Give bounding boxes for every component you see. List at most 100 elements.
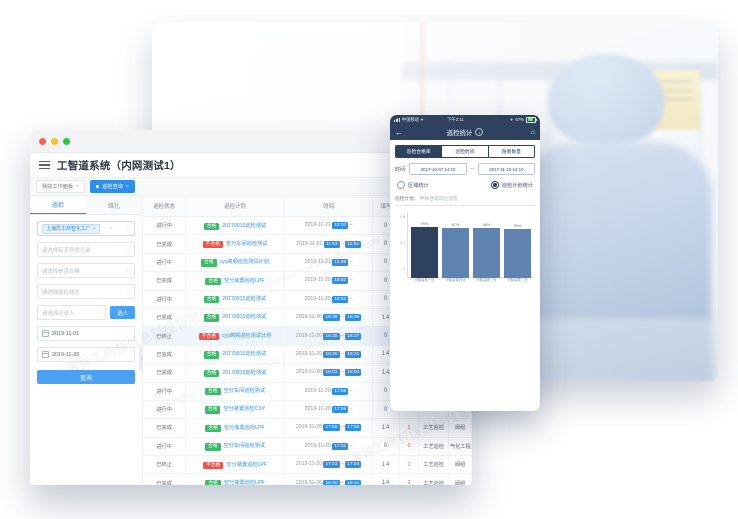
tab-bar: 我的工作面板 × 巡检查询 × xyxy=(30,178,472,196)
time-start-badge: 18:02 xyxy=(323,369,340,377)
end-datetime-input[interactable]: 2017-11-10 14:10 xyxy=(477,163,536,175)
radio-plan-stat[interactable]: 巡检计划统计 xyxy=(490,181,533,189)
segment-pass-rate[interactable]: 巡检合格率 xyxy=(396,146,443,157)
org-tag[interactable]: 上海异工商智化工厂 × xyxy=(42,223,100,234)
plan-select-row[interactable]: 巡检计划: 甲醇合成岗位巡检 xyxy=(395,195,535,206)
recorder-input[interactable]: 请选择记录人 xyxy=(37,305,107,320)
choose-person-button[interactable]: 选人 xyxy=(110,306,135,319)
hamburger-icon[interactable] xyxy=(39,160,50,170)
close-icon[interactable]: × xyxy=(93,226,96,231)
tab-inspection-query[interactable]: 巡检查询 × xyxy=(90,180,135,193)
inspection-status-select[interactable]: 请选择巡检状态 ⌄ xyxy=(37,284,135,299)
phone-navbar: ← 巡检统计 i ⌂ xyxy=(390,124,540,140)
cell-area: 阀组 xyxy=(454,480,466,485)
start-datetime-input[interactable]: 2017-10-07 14:10 xyxy=(409,163,467,175)
carrier-label: 中国移动 xyxy=(401,116,419,122)
x-tick-label: 甲醇装置一班 xyxy=(414,278,435,282)
time-start-badge: 17:55 xyxy=(323,424,340,432)
chevron-down-icon[interactable]: ⌄ xyxy=(125,267,130,274)
cell-date: 2019-11-20 xyxy=(295,332,323,339)
sidebar-tab-inspection[interactable]: 巡检 xyxy=(30,196,86,214)
table-row[interactable]: 进行中 合格 20170915巡检测试 2019-11-21 12:03 –0 xyxy=(143,216,472,236)
abnormal-record-select[interactable]: 请选择有无异常记录 ⌄ xyxy=(37,242,135,257)
bar xyxy=(441,227,470,278)
cell-plan[interactable]: 20170915巡检测试 xyxy=(222,351,267,358)
clear-icon[interactable]: × xyxy=(109,225,113,232)
sidebar-tab-maintenance[interactable]: 维扎 xyxy=(86,196,142,214)
org-select[interactable]: 上海异工商智化工厂 × × ⌄ xyxy=(37,221,135,236)
cell-date: 2019-11-20 xyxy=(304,442,331,449)
radio-area-stat[interactable]: 区域统计 xyxy=(397,181,429,189)
cell-date: 2019-11-20 xyxy=(295,479,323,485)
table-row[interactable]: 已完成 合格 空分装置巡检LPF 2019-11-20 16:40 – 16:41 14… xyxy=(143,473,472,485)
close-icon[interactable]: × xyxy=(125,183,129,190)
info-icon[interactable]: i xyxy=(475,128,484,136)
sidebar-collapse-handle[interactable]: ‹ xyxy=(139,346,145,372)
table-row[interactable]: 进行中 合格 空分车间巡检测试 2019-11-20 17:01 –0 0 工艺巡检 气化工… xyxy=(143,437,472,457)
chevron-down-icon[interactable]: ⌄ xyxy=(125,246,130,253)
cell-date: 2019-11-20 xyxy=(295,461,323,468)
cell-plan[interactable]: 空分车间巡检测试 xyxy=(223,388,266,395)
cell-plan[interactable]: 空分车间巡检测试 xyxy=(223,443,266,450)
cell-plan[interactable]: 空分装置巡检CSY xyxy=(223,406,266,413)
calendar-icon xyxy=(42,330,49,337)
radio-icon-selected[interactable] xyxy=(490,181,499,189)
tab-my-workbench[interactable]: 我的工作面板 × xyxy=(36,180,86,193)
qualified-badge: 合格 xyxy=(203,222,220,230)
table-row[interactable]: 已终止 不合格 空分装置巡检LPF 2019-11-20 17:03 – 17:04 1… xyxy=(143,455,472,475)
phone-status-bar: 中国移动 ▾ 下午2:11 ✈ 67% xyxy=(390,115,540,124)
time-end-badge: 11:54 xyxy=(345,240,361,248)
minimize-icon[interactable] xyxy=(51,137,58,145)
cell-fill: 14 xyxy=(381,351,391,358)
segment-inspection-time[interactable]: 巡检时间 xyxy=(442,146,489,157)
cell-plan[interactable]: cyy高频巡检测试计划 xyxy=(219,259,269,266)
maximize-icon[interactable] xyxy=(63,137,70,145)
time-start-badge: 11:53 xyxy=(323,240,340,248)
qualified-badge: 合格 xyxy=(201,259,217,267)
home-icon[interactable]: ⌂ xyxy=(530,128,535,136)
close-icon[interactable] xyxy=(39,137,46,145)
chart-bar-column[interactable]: 96% xyxy=(472,218,501,278)
end-date-input[interactable]: 2019-11-30 xyxy=(37,347,135,362)
back-arrow-icon[interactable]: ← xyxy=(395,127,403,137)
bar-value-label: 96% xyxy=(482,223,491,228)
cell-fill: 0 xyxy=(383,406,389,413)
close-icon[interactable]: × xyxy=(76,183,80,190)
cell-abnormal: 2 xyxy=(407,480,411,485)
cell-plan[interactable]: 20170915巡检测试 xyxy=(222,314,267,321)
cell-plan[interactable]: 空分车间巡检测试 xyxy=(225,240,268,247)
time-start-badge: 18:38 xyxy=(323,314,340,322)
bar-value-label: 95% xyxy=(513,223,522,228)
cell-plan[interactable]: 空分装置巡检LPF xyxy=(223,479,265,485)
recorder-row: 请选择记录人 选人 xyxy=(37,305,135,320)
cell-plan[interactable]: 空分装置巡检LPF xyxy=(223,277,265,284)
cell-plan[interactable]: 20170915巡检测试 xyxy=(222,222,267,229)
cell-date: 2019-11-20 xyxy=(295,424,323,431)
qualified-badge: 合格 xyxy=(204,443,221,451)
cell-plan[interactable]: 20170915巡检测试 xyxy=(222,296,267,303)
chevron-down-icon[interactable]: ⌄ xyxy=(125,288,130,295)
qualified-select[interactable]: 请选择是否合格 ⌄ xyxy=(37,263,135,278)
segment-hazard-count[interactable]: 隐患数量 xyxy=(488,146,534,157)
cell-plan[interactable]: cyy高频巡检测试计划 xyxy=(222,332,272,339)
chart-bar-column[interactable]: 97% xyxy=(441,218,470,278)
radio-icon[interactable] xyxy=(397,181,405,189)
table-row[interactable]: 已完成 合格 空分装置巡检LPF 2019-11-20 17:55 – 17:56 14… xyxy=(143,418,472,438)
cell-date: 2019-11-20 xyxy=(295,369,323,376)
cell-plan[interactable]: 空分装置巡检LPF xyxy=(223,424,265,431)
start-date-input[interactable]: 2019-11-01 xyxy=(37,326,135,341)
cell-plan[interactable]: 20170915巡检测试 xyxy=(222,369,267,376)
battery-percent-label: 67% xyxy=(515,117,524,122)
x-tick-label: 甲醇装置二班 xyxy=(507,278,528,282)
time-start-badge: 17:59 xyxy=(332,387,349,395)
chart-bar-column[interactable]: 99% xyxy=(410,218,439,278)
cell-date: 2019-11-21 xyxy=(304,222,331,229)
stat-mode-radios: 区域统计 巡检计划统计 xyxy=(395,181,535,189)
cell-status: 已完成 xyxy=(156,425,172,432)
cell-plan[interactable]: 空分装置巡检LPF xyxy=(226,461,267,468)
search-button[interactable]: 查询 xyxy=(37,370,135,384)
qualified-badge: 合格 xyxy=(203,296,220,304)
chart-bar-column[interactable]: 95% xyxy=(503,218,532,278)
chevron-down-icon[interactable]: ⌄ xyxy=(125,225,130,232)
